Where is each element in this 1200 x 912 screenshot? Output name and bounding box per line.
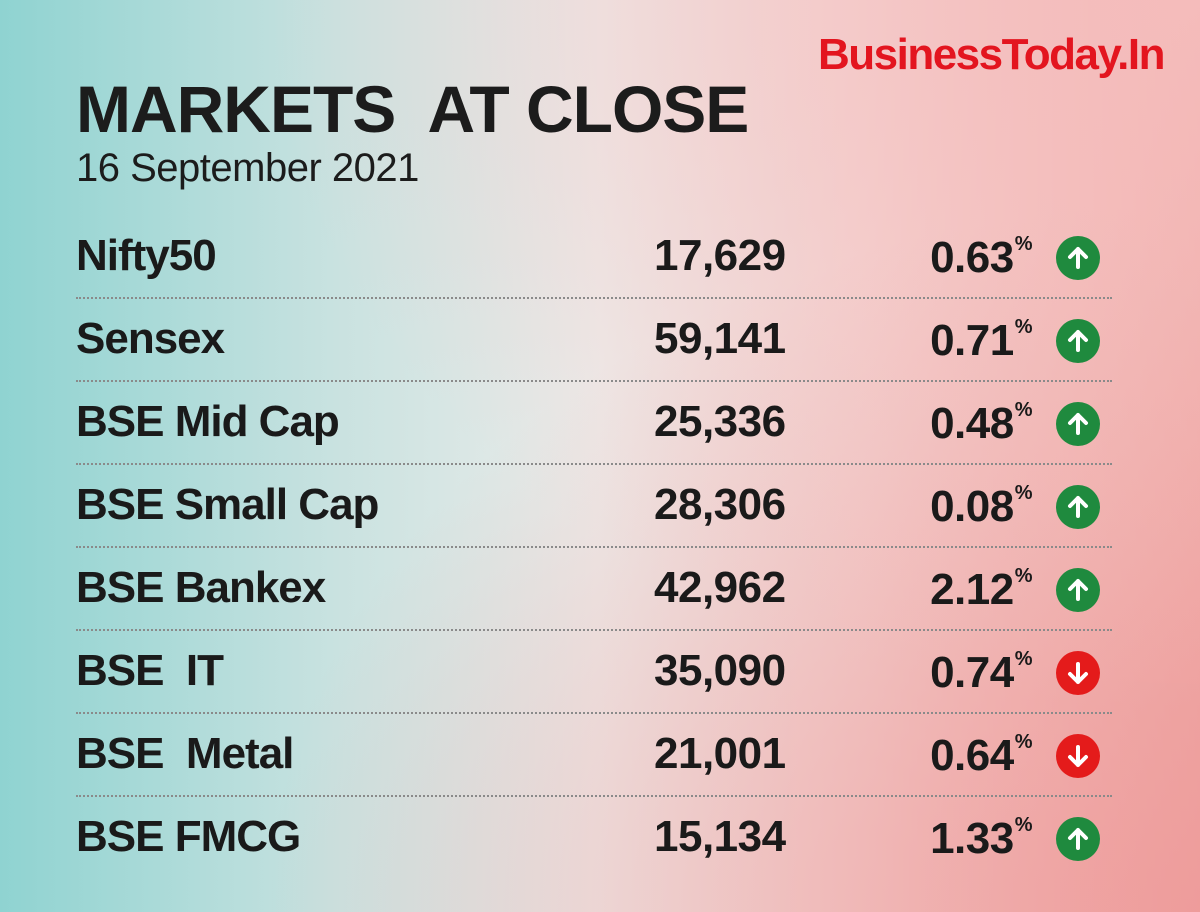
percent-sign: %	[1014, 814, 1033, 836]
index-name: BSE Mid Cap	[76, 397, 340, 446]
change-value: 0.63	[930, 233, 1014, 282]
index-change: 0.08%	[930, 483, 1032, 529]
up-arrow-icon	[1056, 485, 1100, 529]
index-name: Nifty50	[76, 231, 217, 280]
change-value: 1.33	[930, 814, 1014, 863]
market-row: BSE Bankex 42,962 2.12%	[76, 548, 1112, 631]
percent-sign: %	[1014, 565, 1033, 587]
index-name: BSE FMCG	[76, 812, 301, 861]
brand-logo: BusinessToday.In	[817, 30, 1166, 79]
market-row: Nifty50 17,629 0.63%	[76, 216, 1112, 299]
page-title: MARKETS AT CLOSE	[76, 72, 749, 146]
change-value: 0.48	[930, 399, 1014, 448]
market-table: Nifty50 17,629 0.63% Sensex 59,141 0.71%…	[76, 216, 1112, 878]
date-subtitle: 16 September 2021	[76, 146, 419, 190]
index-name: BSE Bankex	[76, 563, 326, 612]
index-change: 0.48%	[930, 400, 1032, 446]
up-arrow-icon	[1056, 236, 1100, 280]
index-name: BSE Small Cap	[76, 480, 379, 529]
index-change: 0.71%	[930, 317, 1032, 363]
up-arrow-icon	[1056, 402, 1100, 446]
market-row: BSE IT 35,090 0.74%	[76, 631, 1112, 714]
percent-sign: %	[1014, 731, 1033, 753]
percent-sign: %	[1014, 482, 1033, 504]
down-arrow-icon	[1056, 734, 1100, 778]
index-value: 25,336	[654, 397, 786, 446]
change-value: 2.12	[930, 565, 1014, 614]
market-row: BSE FMCG 15,134 1.33%	[76, 797, 1112, 878]
index-value: 59,141	[654, 314, 786, 363]
index-value: 28,306	[654, 480, 786, 529]
index-value: 35,090	[654, 646, 786, 695]
up-arrow-icon	[1056, 817, 1100, 861]
index-value: 17,629	[654, 231, 786, 280]
index-change: 0.63%	[930, 234, 1032, 280]
percent-sign: %	[1014, 316, 1033, 338]
change-value: 0.74	[930, 648, 1014, 697]
percent-sign: %	[1014, 399, 1033, 421]
market-row: BSE Metal 21,001 0.64%	[76, 714, 1112, 797]
up-arrow-icon	[1056, 568, 1100, 612]
change-value: 0.71	[930, 316, 1014, 365]
index-value: 21,001	[654, 729, 786, 778]
market-row: BSE Mid Cap 25,336 0.48%	[76, 382, 1112, 465]
index-value: 15,134	[654, 812, 786, 861]
market-row: Sensex 59,141 0.71%	[76, 299, 1112, 382]
index-change: 1.33%	[930, 815, 1032, 861]
index-value: 42,962	[654, 563, 786, 612]
index-change: 2.12%	[930, 566, 1032, 612]
index-name: Sensex	[76, 314, 225, 363]
index-change: 0.74%	[930, 649, 1032, 695]
up-arrow-icon	[1056, 319, 1100, 363]
index-name: BSE Metal	[76, 729, 294, 778]
index-change: 0.64%	[930, 732, 1032, 778]
index-name: BSE IT	[76, 646, 224, 695]
percent-sign: %	[1014, 648, 1033, 670]
percent-sign: %	[1014, 233, 1033, 255]
down-arrow-icon	[1056, 651, 1100, 695]
change-value: 0.64	[930, 731, 1014, 780]
market-row: BSE Small Cap 28,306 0.08%	[76, 465, 1112, 548]
change-value: 0.08	[930, 482, 1014, 531]
